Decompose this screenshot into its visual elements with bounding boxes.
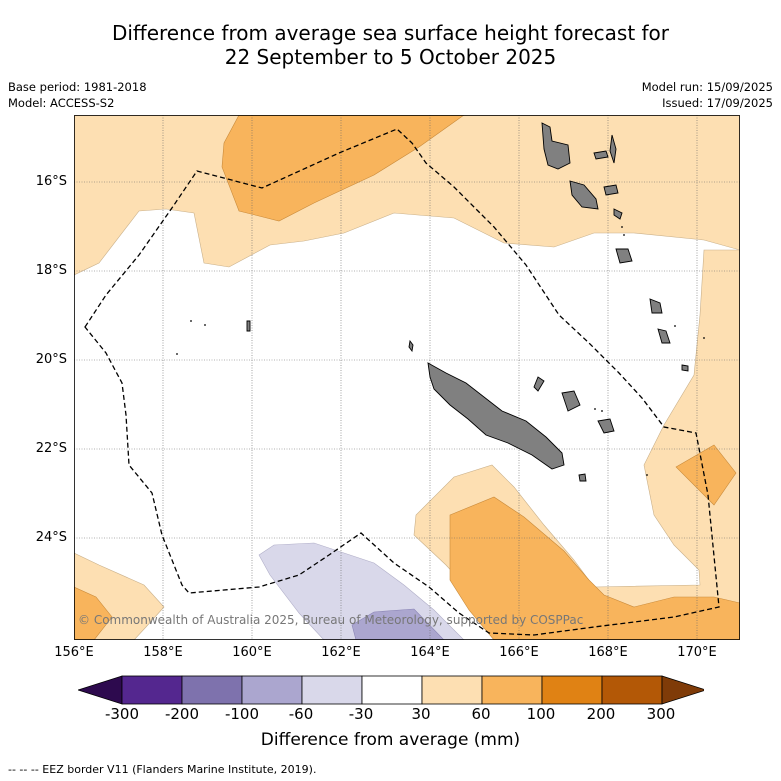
colorbar-tick: -30 bbox=[348, 705, 374, 723]
vanuatu-malekula bbox=[569, 180, 599, 210]
vanuatu-tanna bbox=[657, 328, 671, 344]
vanuatu-efate bbox=[615, 248, 633, 264]
copyright-text: © Commonwealth of Australia 2025, Bureau… bbox=[78, 613, 584, 627]
islet bbox=[703, 337, 705, 339]
lon-label-158e: 158°E bbox=[143, 645, 183, 660]
meta-right: Model run: 15/09/2025 Issued: 17/09/2025 bbox=[642, 79, 773, 111]
meta-left: Base period: 1981-2018 Model: ACCESS-S2 bbox=[8, 79, 147, 111]
vanuatu-epi bbox=[613, 208, 623, 220]
anomaly-region-mid-orange-east bbox=[675, 444, 737, 506]
new-caledonia-grande-terre bbox=[427, 362, 565, 470]
lon-label-160e: 160°E bbox=[232, 645, 272, 660]
sea-level-map bbox=[74, 115, 740, 640]
vanuatu-espiritu-santo bbox=[541, 122, 571, 170]
islet bbox=[176, 353, 178, 355]
lon-label-162e: 162°E bbox=[321, 645, 361, 660]
anomaly-region-mid-orange-south bbox=[449, 496, 740, 640]
loyalty-island-mare bbox=[597, 418, 615, 434]
lon-label-156e: 156°E bbox=[54, 645, 94, 660]
colorbar-segment bbox=[181, 675, 243, 705]
map-title-line-1: Difference from average sea surface heig… bbox=[111, 21, 670, 45]
vanuatu-ambae bbox=[593, 150, 609, 160]
loyalty-island-lifou bbox=[561, 390, 581, 412]
islet bbox=[594, 408, 596, 410]
lon-label-166e: 166°E bbox=[499, 645, 539, 660]
colorbar-tick: -60 bbox=[288, 705, 314, 723]
colorbar-tick: -300 bbox=[104, 705, 140, 723]
colorbar-segment bbox=[541, 675, 603, 705]
ile-des-pins bbox=[578, 473, 587, 482]
colorbar-segment bbox=[301, 675, 363, 705]
islet bbox=[601, 410, 603, 412]
lat-label-16s: 16°S bbox=[35, 174, 67, 189]
islet bbox=[623, 234, 625, 236]
colorbar-extend-high bbox=[661, 675, 704, 705]
vanuatu-ambrym bbox=[603, 184, 619, 196]
vanuatu-pentecost bbox=[609, 134, 617, 164]
islet bbox=[646, 474, 648, 476]
colorbar-tick: -200 bbox=[164, 705, 200, 723]
islet bbox=[674, 325, 676, 327]
anomaly-region-mid-orange-southwest bbox=[74, 586, 113, 640]
colorbar-segment bbox=[241, 675, 303, 705]
colorbar-extend-low bbox=[78, 675, 123, 705]
lon-label-170e: 170°E bbox=[677, 645, 717, 660]
colorbar-tick: 100 bbox=[526, 705, 556, 723]
base-period: Base period: 1981-2018 bbox=[8, 80, 147, 94]
lat-label-24s: 24°S bbox=[35, 530, 67, 545]
loyalty-island-ouvea bbox=[533, 376, 545, 392]
islet bbox=[190, 320, 192, 322]
colorbar-segments bbox=[78, 675, 704, 705]
map-title-line-2: 22 September to 5 October 2025 bbox=[224, 45, 557, 69]
colorbar-segment bbox=[421, 675, 483, 705]
map-frame bbox=[74, 115, 740, 640]
colorbar-tick: 300 bbox=[646, 705, 676, 723]
colorbar-segment bbox=[601, 675, 663, 705]
colorbar bbox=[78, 675, 704, 705]
eez-border bbox=[84, 128, 720, 636]
colorbar-segment bbox=[121, 675, 183, 705]
colorbar-tick: 60 bbox=[471, 705, 491, 723]
colorbar-segment bbox=[481, 675, 543, 705]
model-run: Model run: 15/09/2025 bbox=[641, 80, 773, 94]
issued-date: Issued: 17/09/2025 bbox=[662, 96, 773, 110]
lat-label-18s: 18°S bbox=[35, 263, 67, 278]
model-name: Model: ACCESS-S2 bbox=[8, 96, 115, 110]
chesterfield-islets bbox=[246, 320, 251, 332]
lon-label-168e: 168°E bbox=[588, 645, 628, 660]
lon-label-164e: 164°E bbox=[410, 645, 450, 660]
vanuatu-erromango bbox=[649, 298, 663, 314]
gridlines bbox=[74, 115, 740, 640]
colorbar-segment bbox=[361, 675, 423, 705]
colorbar-label: Difference from average (mm) bbox=[260, 730, 521, 750]
colorbar-tick: 30 bbox=[411, 705, 431, 723]
islet bbox=[204, 324, 206, 326]
lat-label-20s: 20°S bbox=[35, 352, 67, 367]
lat-label-22s: 22°S bbox=[35, 441, 67, 456]
islet bbox=[621, 226, 623, 228]
anomaly-region-mid-purple bbox=[351, 608, 445, 640]
anomaly-region-mid-orange-north bbox=[221, 115, 465, 222]
belep-islands bbox=[408, 339, 414, 353]
colorbar-tick: -100 bbox=[224, 705, 260, 723]
vanuatu-aneityum bbox=[681, 364, 689, 372]
eez-footnote: -- -- -- EEZ border V11 (Flanders Marine… bbox=[8, 763, 317, 776]
colorbar-tick: 200 bbox=[586, 705, 616, 723]
